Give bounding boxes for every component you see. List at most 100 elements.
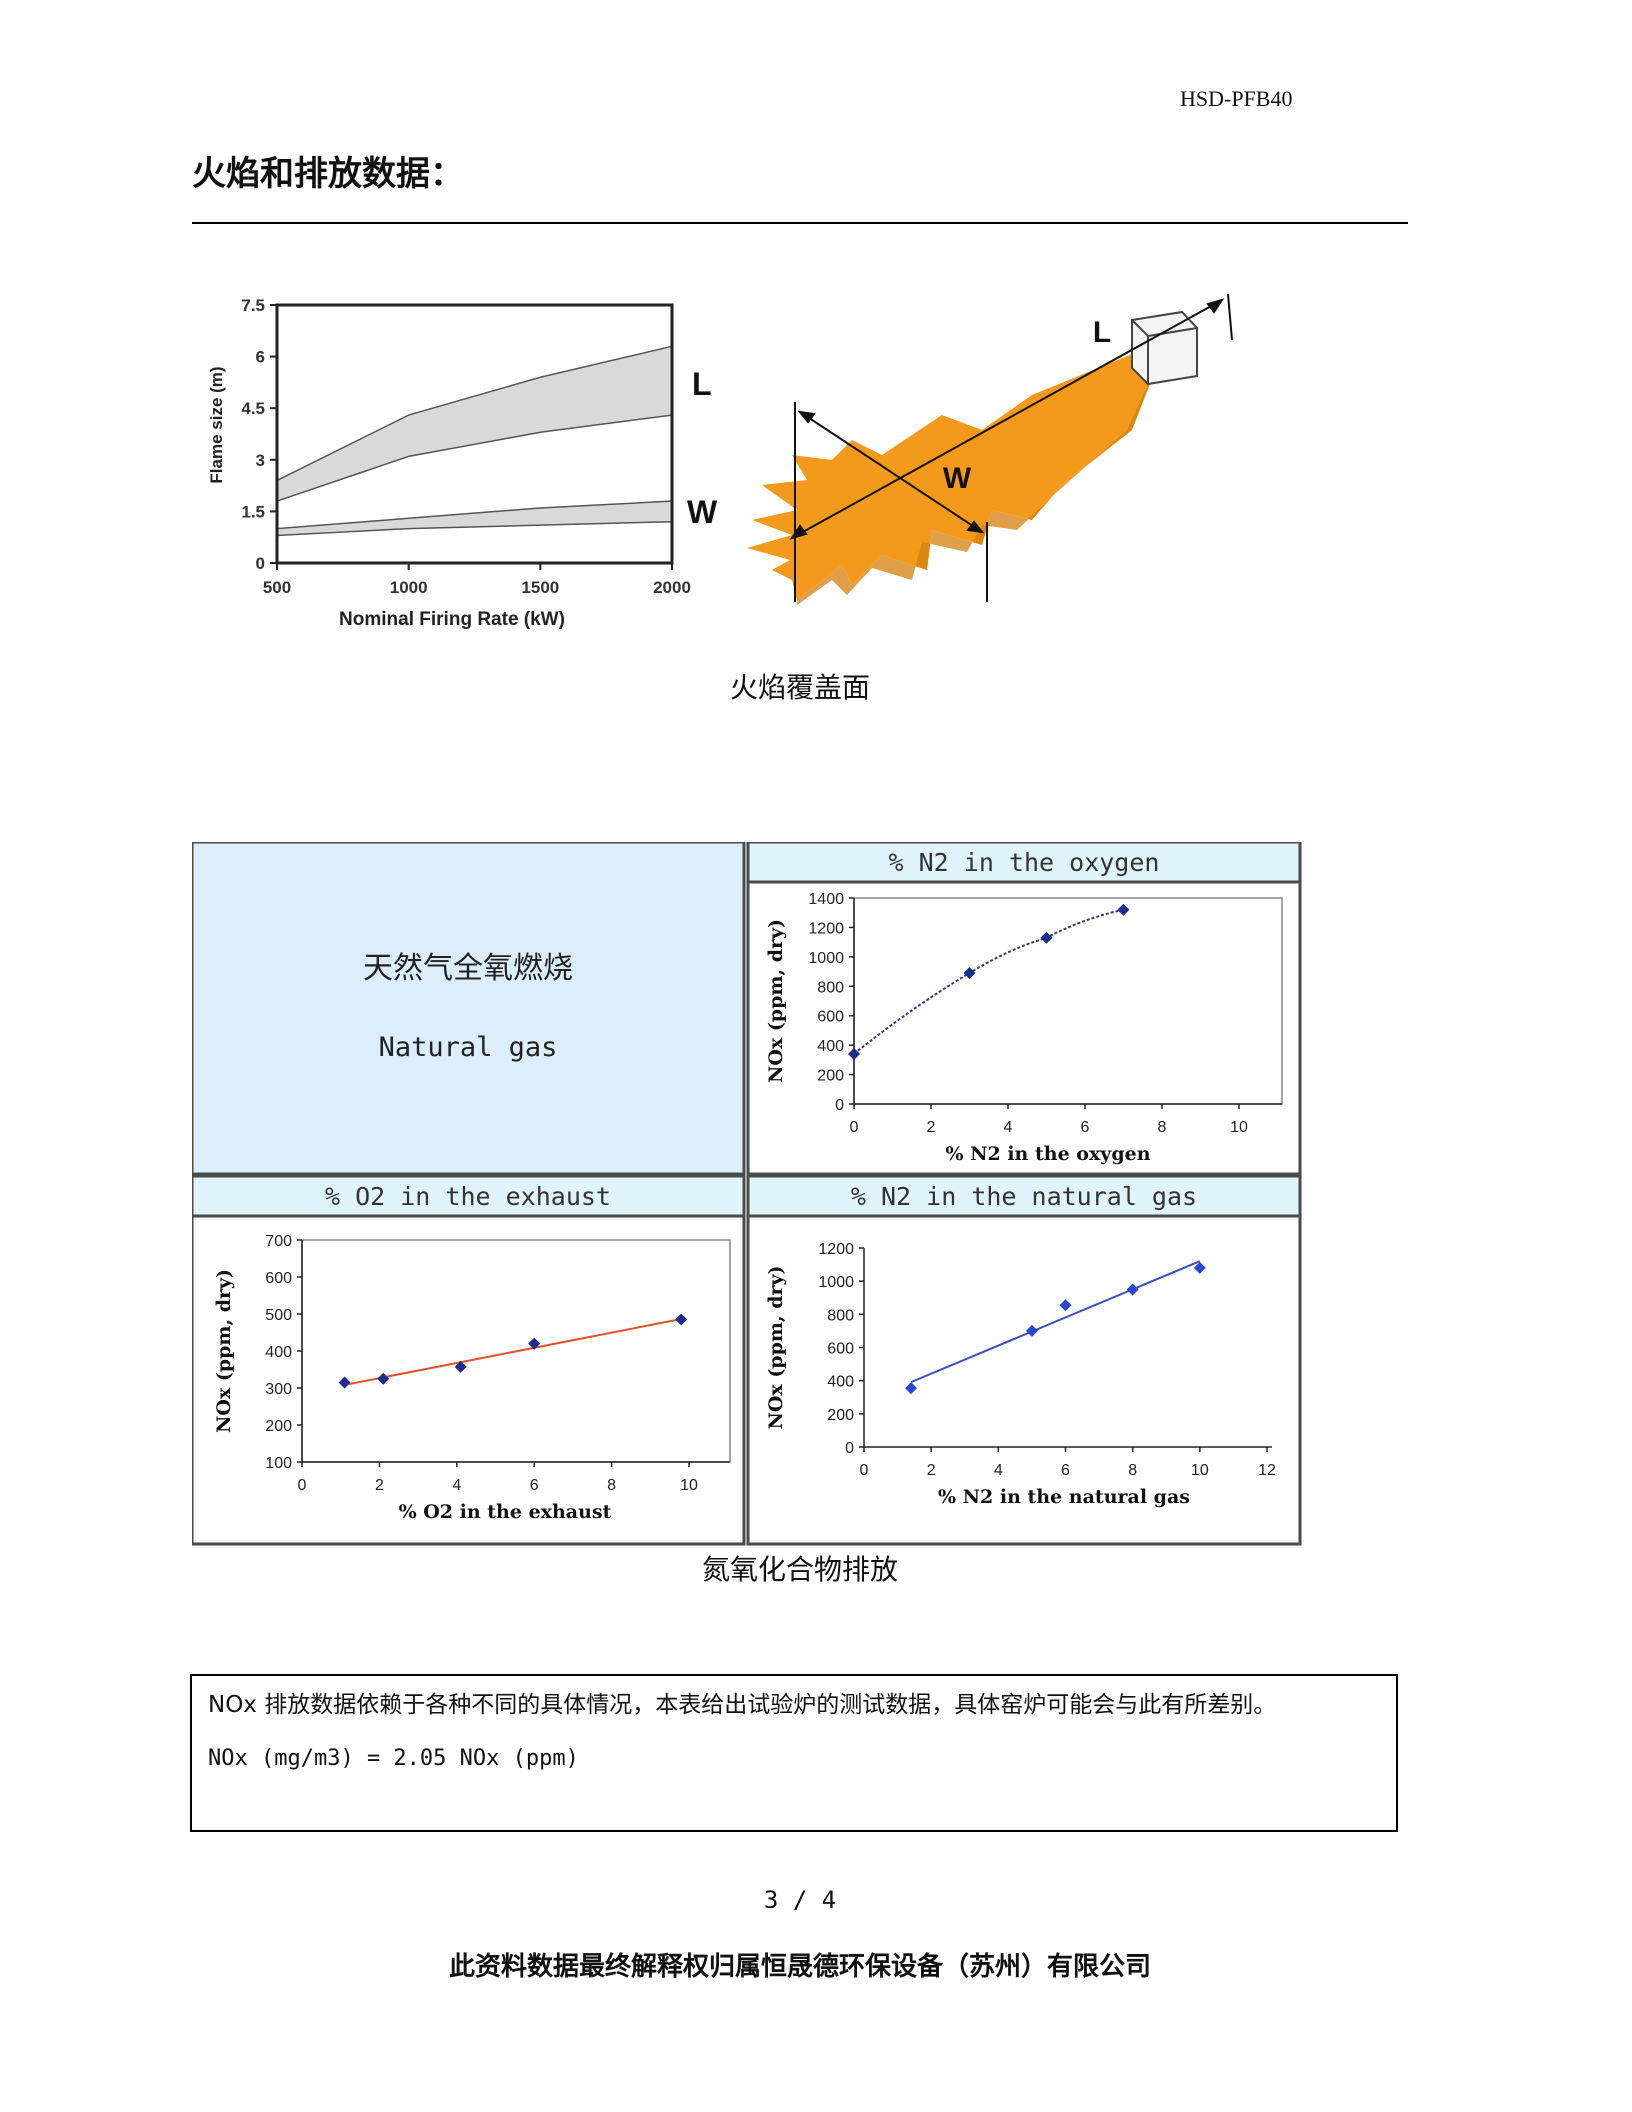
note-box: NOx 排放数据依赖于各种不同的具体情况，本表给出试验炉的测试数据，具体窑炉可能…: [190, 1674, 1398, 1832]
data-point: [454, 1360, 467, 1373]
nox-emission-grid: 天然气全氧燃烧 Natural gas % N2 in the oxygen %…: [192, 842, 1302, 1546]
data-point: [905, 1382, 918, 1395]
x-tick-label: 12: [1258, 1462, 1276, 1479]
chart-cell-n2-oxygen: [746, 880, 1302, 1176]
chart-cell-o2-exhaust: [192, 1214, 746, 1546]
data-point: [1193, 1261, 1206, 1274]
y-tick-label: 800: [827, 1307, 854, 1324]
flame-y-tick-label: 7.5: [241, 296, 265, 315]
length-band-label: L: [692, 366, 712, 402]
length-dimension-line: [791, 299, 1223, 539]
y-tick-label: 400: [265, 1344, 292, 1361]
flame-y-tick-label: 4.5: [241, 399, 265, 418]
y-tick-label: 700: [265, 1233, 292, 1250]
y-tick-label: 200: [827, 1407, 854, 1424]
x-tick-label: 4: [994, 1462, 1003, 1479]
x-tick-label: 6: [1081, 1119, 1090, 1136]
flame-y-tick-label: 0: [256, 554, 265, 573]
header-n2-natural-gas: [746, 1174, 1302, 1218]
y-tick-label: 300: [265, 1381, 292, 1398]
note-text: NOx 排放数据依赖于各种不同的具体情况，本表给出试验炉的测试数据，具体窑炉可能…: [208, 1692, 1277, 1718]
section-title: 火焰和排放数据：: [192, 154, 464, 194]
flame-x-tick-label: 1000: [390, 578, 428, 597]
natural-gas-cell: [192, 842, 746, 1176]
flame-shadow: [797, 358, 1160, 605]
x-axis-label: % O2 in the exhaust: [399, 1501, 612, 1523]
n2-natural-gas-header-text: % N2 in the natural gas: [851, 1182, 1197, 1211]
flame-y-tick-label: 6: [256, 348, 265, 367]
flame-shape: [747, 350, 1160, 600]
data-point: [528, 1337, 541, 1350]
o2-exhaust-header-text: % O2 in the exhaust: [325, 1182, 611, 1211]
document-code: HSD-PFB40: [1180, 86, 1293, 111]
data-point: [1126, 1283, 1139, 1296]
chart-n2-oxygen: 0 200 400 600 800 1000 1200 1400 0 2 4 6 8 10 NOx (ppm…: [765, 891, 1283, 1165]
length-extension-line: [1227, 293, 1233, 341]
band-l: [276, 345, 673, 503]
data-point: [377, 1372, 390, 1385]
y-tick-label: 400: [827, 1374, 854, 1391]
data-point: [1059, 1299, 1072, 1312]
data-point: [1040, 931, 1053, 944]
x-tick-label: 4: [452, 1477, 461, 1494]
x-tick-label: 2: [927, 1462, 936, 1479]
x-tick-label: 0: [298, 1477, 307, 1494]
x-tick-label: 10: [680, 1477, 698, 1494]
y-axis-label: NOx (ppm, dry): [765, 1265, 787, 1429]
flame-plot-frame: [275, 303, 674, 565]
flame-figure-caption: 火焰覆盖面: [729, 671, 870, 704]
flame-size-chart: Flame size (m) Nominal Firing Rate (kW) …: [207, 296, 718, 630]
data-point: [675, 1313, 688, 1326]
length-arrowhead: [1206, 298, 1225, 314]
flame-diagram: L W: [747, 293, 1233, 605]
x-tick-label: 8: [607, 1477, 616, 1494]
y-tick-label: 1200: [818, 1241, 854, 1258]
diagram-length-label: L: [1093, 316, 1111, 349]
x-tick-label: 2: [927, 1119, 936, 1136]
flame-x-tick-label: 1500: [521, 578, 559, 597]
x-tick-label: 10: [1191, 1462, 1209, 1479]
y-tick-label: 800: [817, 979, 844, 996]
y-tick-label: 1400: [808, 891, 844, 908]
y-tick-label: 200: [817, 1068, 844, 1085]
page-number: 3 / 4: [763, 1886, 837, 1914]
band-w: [276, 500, 673, 537]
title-divider: [192, 222, 1408, 224]
y-tick-label: 1000: [808, 950, 844, 967]
x-tick-label: 10: [1230, 1119, 1248, 1136]
header-o2-exhaust: [192, 1174, 746, 1218]
flame-y-tick-label: 1.5: [241, 502, 265, 521]
y-tick-label: 0: [845, 1440, 854, 1457]
x-tick-label: 6: [530, 1477, 539, 1494]
grid-frame: [192, 842, 1302, 1546]
y-tick-label: 500: [265, 1307, 292, 1324]
x-axis-label: % N2 in the natural gas: [938, 1486, 1190, 1508]
trend-line: [344, 1317, 682, 1386]
y-axis-label: NOx (ppm, dry): [213, 1269, 235, 1433]
chart-n2-natural-gas: 0 200 400 600 800 1000 1200 0 2 4 6 8 10 12 NOx (ppm, …: [765, 1241, 1276, 1508]
data-point: [338, 1376, 351, 1389]
x-tick-label: 2: [375, 1477, 384, 1494]
y-tick-label: 200: [265, 1418, 292, 1435]
y-tick-label: 100: [265, 1455, 292, 1472]
x-tick-label: 6: [1061, 1462, 1070, 1479]
data-point: [848, 1047, 860, 1060]
x-axis-label: % N2 in the oxygen: [945, 1143, 1150, 1165]
flame-x-tick-label: 500: [263, 578, 291, 597]
data-point: [1117, 903, 1130, 916]
flame-x-tick-label: 2000: [653, 578, 691, 597]
trend-line: [910, 1260, 1201, 1384]
natural-gas-title: 天然气全氧燃烧: [363, 951, 573, 986]
width-band-label: W: [687, 494, 718, 530]
data-point: [1025, 1324, 1038, 1337]
y-tick-label: 600: [265, 1270, 292, 1287]
burner-block-icon: [1131, 310, 1198, 386]
y-tick-label: 600: [817, 1009, 844, 1026]
chart-o2-exhaust: 100 200 300 400 500 600 700 0 2 4 6 8 10 NOx (ppm, dr…: [213, 1233, 731, 1523]
footer-disclaimer: 此资料数据最终解释权归属恒晟德环保设备（苏州）有限公司: [448, 1952, 1151, 1982]
flame-y-axis-label: Flame size (m): [207, 366, 226, 483]
data-point: [963, 967, 976, 980]
flame-x-axis-label: Nominal Firing Rate (kW): [339, 609, 565, 630]
flame-figure: Flame size (m) Nominal Firing Rate (kW) …: [207, 293, 1233, 630]
x-tick-label: 0: [860, 1462, 869, 1479]
